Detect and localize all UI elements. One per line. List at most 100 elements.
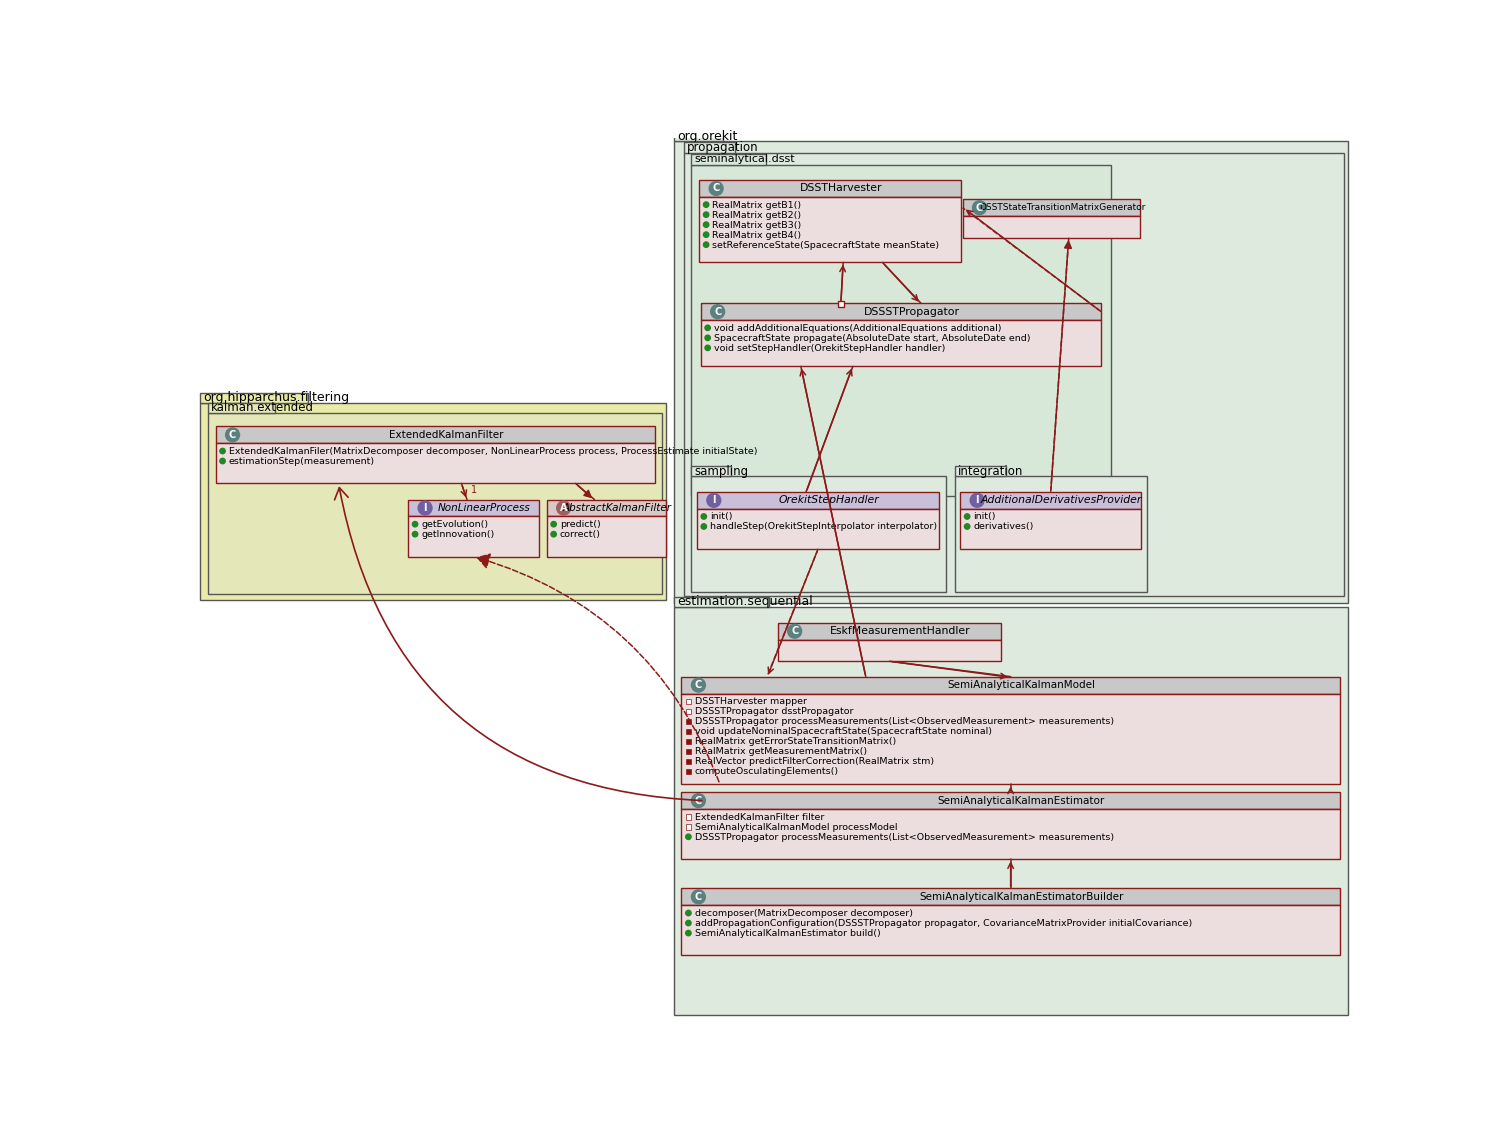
Circle shape <box>412 522 418 526</box>
Circle shape <box>686 911 692 915</box>
Circle shape <box>692 890 705 904</box>
Bar <box>778 623 1001 640</box>
Text: org.hipparchus.filtering: org.hipparchus.filtering <box>204 391 349 405</box>
Text: C: C <box>695 796 702 805</box>
Circle shape <box>704 202 708 208</box>
Text: OrekitStepHandler: OrekitStepHandler <box>779 496 879 506</box>
Circle shape <box>686 930 692 936</box>
Text: I: I <box>423 504 427 513</box>
Text: AdditionalDerivativesProvider: AdditionalDerivativesProvider <box>982 496 1142 506</box>
Bar <box>684 142 735 153</box>
Bar <box>673 131 723 141</box>
Bar <box>692 154 766 164</box>
Text: RealMatrix getB1(): RealMatrix getB1() <box>713 201 802 210</box>
Text: SemiAnalyticalKalmanModel processModel: SemiAnalyticalKalmanModel processModel <box>695 822 897 832</box>
Text: C: C <box>714 306 722 317</box>
Bar <box>686 739 692 744</box>
Circle shape <box>965 514 969 520</box>
Text: SpacecraftState propagate(AbsoluteDate start, AbsoluteDate end): SpacecraftState propagate(AbsoluteDate s… <box>714 334 1030 343</box>
Text: propagation: propagation <box>687 141 758 154</box>
Bar <box>686 709 692 715</box>
Circle shape <box>711 305 725 319</box>
Bar <box>692 466 731 476</box>
Text: derivatives(): derivatives() <box>974 522 1034 531</box>
Text: seminalytical.dsst: seminalytical.dsst <box>695 154 796 164</box>
Bar <box>686 759 692 764</box>
Bar <box>673 596 769 608</box>
Text: I: I <box>713 496 716 506</box>
Text: DSSTHarvester mapper: DSSTHarvester mapper <box>695 697 806 707</box>
Text: void updateNominalSpacecraftState(SpacecraftState nominal): void updateNominalSpacecraftState(Spacec… <box>695 727 992 736</box>
Bar <box>201 404 666 600</box>
Circle shape <box>705 325 710 330</box>
Text: DSSSTPropagator processMeasurements(List<ObservedMeasurement> measurements): DSSSTPropagator processMeasurements(List… <box>695 833 1114 842</box>
Text: SemiAnalyticalKalmanModel: SemiAnalyticalKalmanModel <box>947 680 1095 690</box>
Text: RealMatrix getMeasurementMatrix(): RealMatrix getMeasurementMatrix() <box>695 747 867 756</box>
Bar <box>216 444 654 483</box>
Bar <box>681 793 1339 809</box>
FancyArrowPatch shape <box>477 554 719 782</box>
Bar <box>699 197 960 263</box>
Text: A: A <box>560 504 568 513</box>
Circle shape <box>701 514 707 520</box>
Text: ExtendedKalmanFilter filter: ExtendedKalmanFilter filter <box>695 813 824 821</box>
Text: ExtendedKalmanFilter: ExtendedKalmanFilter <box>388 430 503 439</box>
Text: 1: 1 <box>471 485 477 496</box>
Bar <box>408 500 539 516</box>
Circle shape <box>704 242 708 248</box>
Circle shape <box>965 524 969 529</box>
Text: C: C <box>791 626 799 637</box>
Bar <box>686 814 692 820</box>
Text: getInnovation(): getInnovation() <box>421 530 494 539</box>
Bar <box>547 500 666 516</box>
Text: void addAdditionalEquations(AdditionalEquations additional): void addAdditionalEquations(AdditionalEq… <box>714 323 1001 333</box>
Circle shape <box>704 212 708 217</box>
Bar <box>686 729 692 734</box>
Text: RealMatrix getB2(): RealMatrix getB2() <box>713 211 802 219</box>
Bar <box>686 699 692 704</box>
Text: EskfMeasurementHandler: EskfMeasurementHandler <box>831 626 971 637</box>
Circle shape <box>971 493 985 507</box>
Bar <box>408 516 539 556</box>
Text: estimationStep(measurement): estimationStep(measurement) <box>228 457 374 466</box>
Text: RealMatrix getB3(): RealMatrix getB3() <box>713 220 802 229</box>
Circle shape <box>788 624 802 638</box>
Text: estimation.sequential: estimation.sequential <box>676 595 812 608</box>
Circle shape <box>704 232 708 237</box>
Circle shape <box>220 448 225 454</box>
Bar <box>201 392 308 404</box>
Bar <box>698 509 939 548</box>
Text: init(): init() <box>710 513 732 522</box>
Text: decomposer(MatrixDecomposer decomposer): decomposer(MatrixDecomposer decomposer) <box>695 908 912 918</box>
Bar <box>962 216 1140 237</box>
Text: getEvolution(): getEvolution() <box>421 520 488 529</box>
Bar <box>692 476 945 592</box>
Bar <box>960 509 1142 548</box>
Text: init(): init() <box>974 513 995 522</box>
Circle shape <box>686 834 692 840</box>
Circle shape <box>692 794 705 807</box>
Bar <box>962 200 1140 216</box>
Text: RealMatrix getErrorStateTransitionMatrix(): RealMatrix getErrorStateTransitionMatrix… <box>695 738 895 747</box>
Bar <box>686 719 692 725</box>
Text: NonLinearProcess: NonLinearProcess <box>438 504 530 513</box>
Text: sampling: sampling <box>695 465 749 477</box>
Text: C: C <box>230 430 236 439</box>
Circle shape <box>972 201 986 214</box>
Text: I: I <box>975 496 978 506</box>
Circle shape <box>551 522 556 526</box>
Bar <box>960 492 1142 509</box>
Bar <box>778 640 1001 661</box>
Bar <box>208 403 275 413</box>
Text: SemiAnalyticalKalmanEstimatorBuilder: SemiAnalyticalKalmanEstimatorBuilder <box>920 892 1123 902</box>
Text: kalman.extended: kalman.extended <box>211 401 314 414</box>
Text: DSSSTPropagator processMeasurements(List<ObservedMeasurement> measurements): DSSSTPropagator processMeasurements(List… <box>695 717 1114 726</box>
Circle shape <box>707 493 720 507</box>
Text: C: C <box>713 184 720 194</box>
Bar <box>681 677 1339 694</box>
Text: AbstractKalmanFilter: AbstractKalmanFilter <box>563 504 672 513</box>
Bar <box>681 889 1339 905</box>
Text: DSSSTPropagator: DSSSTPropagator <box>864 306 960 317</box>
FancyArrowPatch shape <box>335 487 702 801</box>
Bar <box>547 516 666 556</box>
